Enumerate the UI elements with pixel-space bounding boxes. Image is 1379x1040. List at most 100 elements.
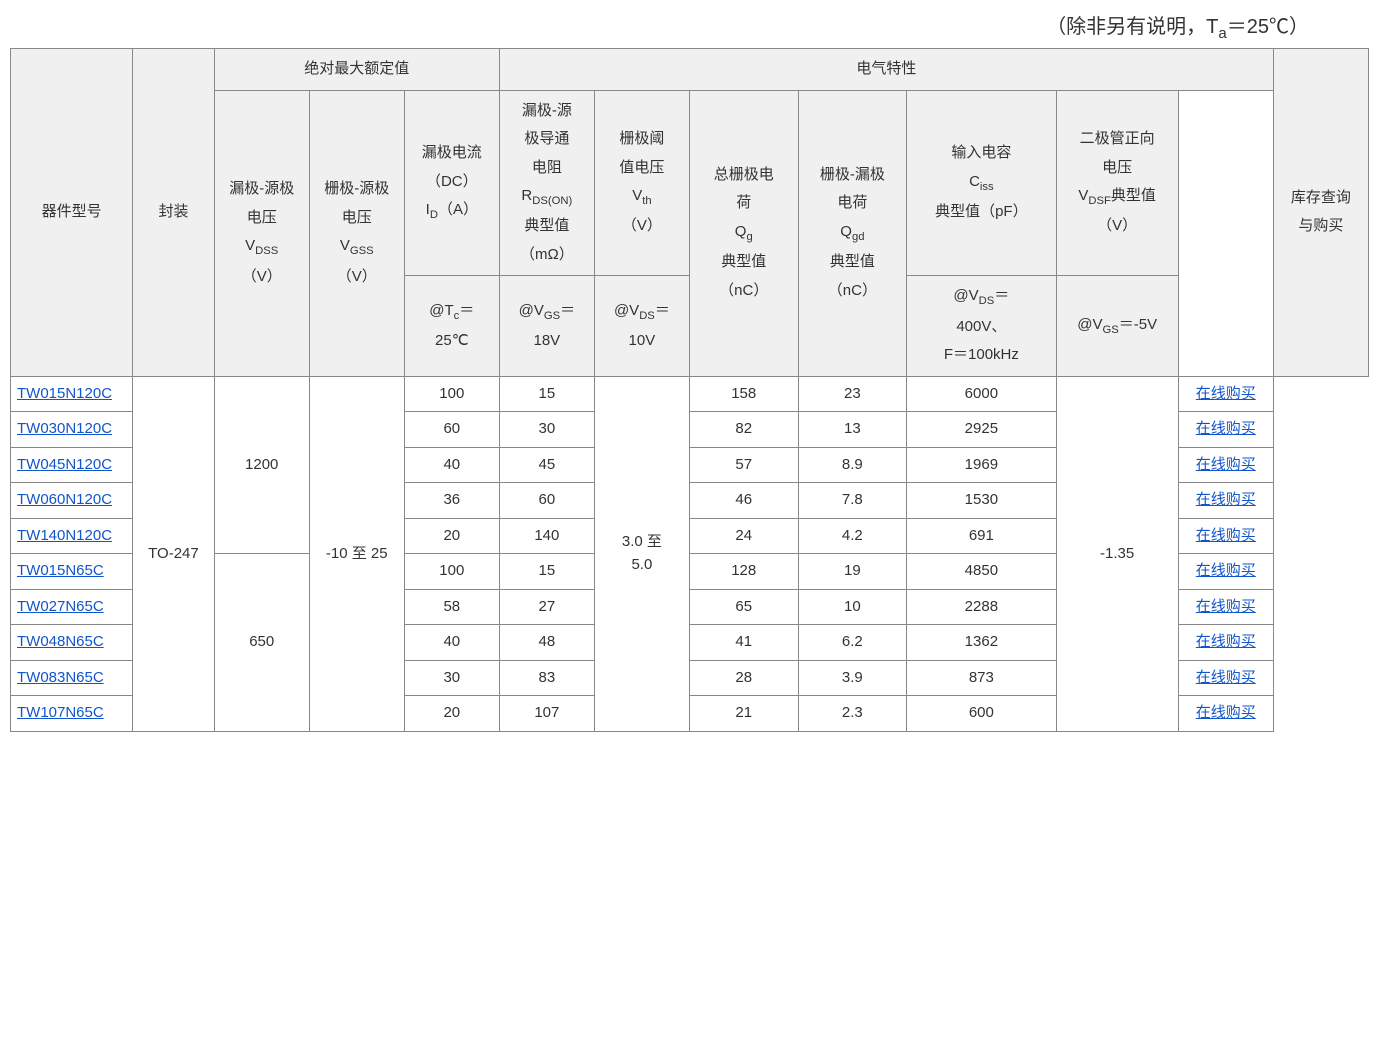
th-vdsf: 二极管正向 电压 VDSF典型值 （V） [1056, 90, 1178, 276]
model-cell: TW015N120C [11, 376, 133, 412]
model-link[interactable]: TW107N65C [17, 704, 104, 721]
buy-link[interactable]: 在线购买 [1196, 491, 1256, 508]
model-link[interactable]: TW083N65C [17, 669, 104, 686]
qg-cell: 57 [689, 447, 798, 483]
model-cell: TW030N120C [11, 412, 133, 448]
qg-cell: 41 [689, 625, 798, 661]
rds-cell: 30 [499, 412, 594, 448]
table-row: TW015N120CTO-2471200-10 至 25100153.0 至5.… [11, 376, 1369, 412]
qg-cell: 28 [689, 660, 798, 696]
id-cell: 60 [404, 412, 499, 448]
buy-link[interactable]: 在线购买 [1196, 385, 1256, 402]
buy-cell: 在线购买 [1178, 412, 1273, 448]
buy-link[interactable]: 在线购买 [1196, 669, 1256, 686]
ciss-cell: 691 [907, 518, 1056, 554]
model-link[interactable]: TW015N120C [17, 385, 112, 402]
rds-cell: 60 [499, 483, 594, 519]
spec-table: 器件型号 封装 绝对最大额定值 电气特性 库存查询 与购买 漏极-源极 电压 V… [10, 48, 1369, 732]
ciss-cell: 873 [907, 660, 1056, 696]
qgd-cell: 19 [798, 554, 907, 590]
buy-link[interactable]: 在线购买 [1196, 562, 1256, 579]
model-cell: TW140N120C [11, 518, 133, 554]
qgd-cell: 10 [798, 589, 907, 625]
th-ciss-cond: @VDS＝ 400V、 F＝100kHz [907, 276, 1056, 376]
buy-link[interactable]: 在线购买 [1196, 598, 1256, 615]
qg-cell: 24 [689, 518, 798, 554]
rds-cell: 45 [499, 447, 594, 483]
ciss-cell: 1969 [907, 447, 1056, 483]
buy-cell: 在线购买 [1178, 589, 1273, 625]
th-vdsf-cond: @VGS＝-5V [1056, 276, 1178, 376]
ciss-cell: 1362 [907, 625, 1056, 661]
buy-cell: 在线购买 [1178, 447, 1273, 483]
buy-cell: 在线购买 [1178, 518, 1273, 554]
id-cell: 58 [404, 589, 499, 625]
qg-cell: 82 [689, 412, 798, 448]
th-vth-cond: @VDS＝ 10V [594, 276, 689, 376]
id-cell: 30 [404, 660, 499, 696]
ciss-cell: 2288 [907, 589, 1056, 625]
qgd-cell: 13 [798, 412, 907, 448]
qgd-cell: 6.2 [798, 625, 907, 661]
ciss-cell: 2925 [907, 412, 1056, 448]
caption-sub: a [1218, 25, 1226, 42]
vth-cell: 3.0 至5.0 [594, 376, 689, 731]
buy-cell: 在线购买 [1178, 660, 1273, 696]
caption-suffix: ＝25℃） [1227, 16, 1309, 38]
rds-cell: 15 [499, 554, 594, 590]
rds-cell: 107 [499, 696, 594, 732]
id-cell: 100 [404, 376, 499, 412]
id-cell: 40 [404, 447, 499, 483]
buy-link[interactable]: 在线购买 [1196, 456, 1256, 473]
qgd-cell: 2.3 [798, 696, 907, 732]
th-group-abs: 绝对最大额定值 [214, 49, 499, 91]
model-cell: TW048N65C [11, 625, 133, 661]
model-link[interactable]: TW140N120C [17, 527, 112, 544]
model-cell: TW015N65C [11, 554, 133, 590]
package-cell: TO-247 [133, 376, 214, 731]
buy-cell: 在线购买 [1178, 483, 1273, 519]
th-vth: 栅极阈 值电压 Vth （V） [594, 90, 689, 276]
qg-cell: 21 [689, 696, 798, 732]
th-group-elec: 电气特性 [499, 49, 1273, 91]
th-buy-l1: 库存查询 [1291, 189, 1351, 206]
buy-link[interactable]: 在线购买 [1196, 633, 1256, 650]
ciss-cell: 600 [907, 696, 1056, 732]
buy-link[interactable]: 在线购买 [1196, 704, 1256, 721]
model-link[interactable]: TW048N65C [17, 633, 104, 650]
id-cell: 40 [404, 625, 499, 661]
rds-cell: 83 [499, 660, 594, 696]
model-link[interactable]: TW027N65C [17, 598, 104, 615]
model-cell: TW060N120C [11, 483, 133, 519]
buy-cell: 在线购买 [1178, 625, 1273, 661]
buy-link[interactable]: 在线购买 [1196, 420, 1256, 437]
th-package: 封装 [133, 49, 214, 377]
buy-link[interactable]: 在线购买 [1196, 527, 1256, 544]
rds-cell: 27 [499, 589, 594, 625]
vdss-cell: 1200 [214, 376, 309, 554]
model-cell: TW083N65C [11, 660, 133, 696]
model-link[interactable]: TW015N65C [17, 562, 104, 579]
th-qg: 总栅极电 荷 Qg 典型值 （nC） [689, 90, 798, 376]
th-buy-l2: 与购买 [1298, 217, 1343, 234]
model-link[interactable]: TW045N120C [17, 456, 112, 473]
vgss-cell: -10 至 25 [309, 376, 404, 731]
model-link[interactable]: TW030N120C [17, 420, 112, 437]
vdsf-cell: -1.35 [1056, 376, 1178, 731]
qgd-cell: 23 [798, 376, 907, 412]
id-cell: 20 [404, 518, 499, 554]
rds-cell: 140 [499, 518, 594, 554]
qgd-cell: 3.9 [798, 660, 907, 696]
th-rds: 漏极-源 极导通 电阻 RDS(ON) 典型值 （mΩ） [499, 90, 594, 276]
id-cell: 20 [404, 696, 499, 732]
qgd-cell: 8.9 [798, 447, 907, 483]
th-rds-cond: @VGS＝ 18V [499, 276, 594, 376]
ciss-cell: 6000 [907, 376, 1056, 412]
table-body: TW015N120C TO-2471200-10 至 25100 153.0 至5.… [11, 376, 1369, 731]
th-buy: 库存查询 与购买 [1273, 49, 1368, 377]
qg-cell: 158 [689, 376, 798, 412]
qg-cell: 65 [689, 589, 798, 625]
ciss-cell: 4850 [907, 554, 1056, 590]
model-link[interactable]: TW060N120C [17, 491, 112, 508]
buy-cell: 在线购买 [1178, 376, 1273, 412]
